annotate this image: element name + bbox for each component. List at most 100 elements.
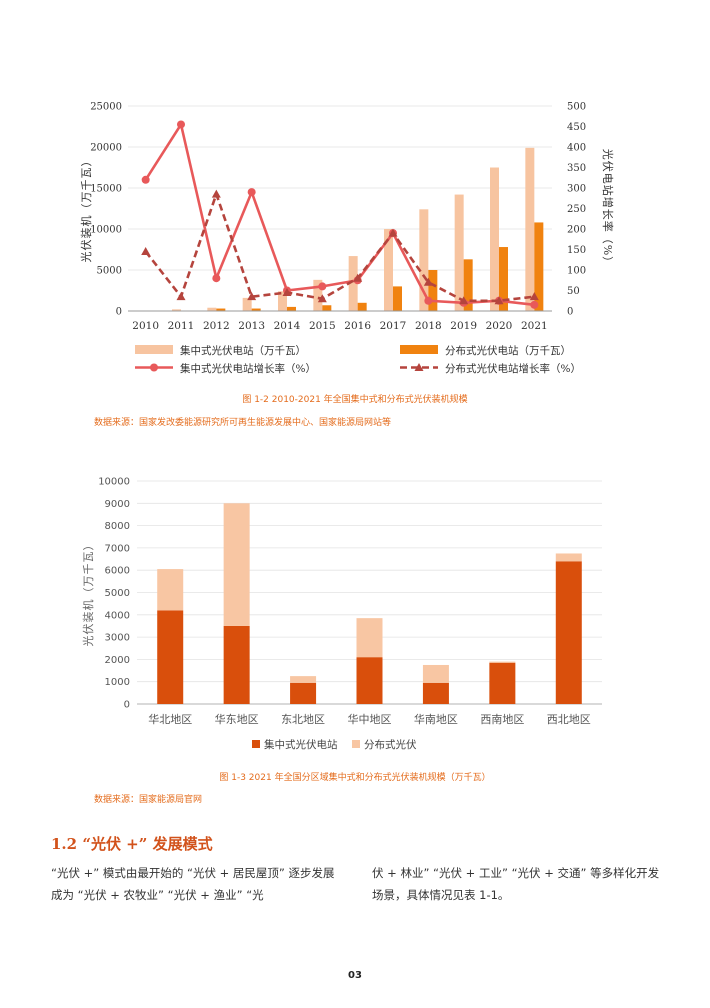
bar (419, 209, 429, 311)
bar-segment (489, 662, 516, 704)
bar (454, 194, 464, 311)
y-tick-label: 10000 (98, 477, 130, 488)
x-tick-label: 2012 (203, 320, 230, 332)
legend-label: 集中式光伏电站（万千瓦） (180, 344, 306, 357)
y-tick-label: 10000 (90, 225, 122, 236)
y2-tick-label: 0 (567, 307, 573, 318)
series-line (144, 192, 535, 303)
bar (216, 308, 226, 311)
section-text-col1: “光伏 +” 模式由最开始的 “光伏 + 居民屋顶” 逐步发展成为 “光伏 + … (51, 866, 335, 902)
y2-tick-label: 200 (567, 225, 586, 236)
y2-axis-label: 光伏电站增长率（%） (601, 149, 615, 268)
y2-tick-label: 250 (567, 204, 586, 215)
x-tick-label: 西南地区 (480, 713, 524, 726)
data-point (317, 294, 327, 303)
x-tick-label: 西北地区 (547, 713, 591, 726)
x-tick-label: 2021 (521, 320, 548, 332)
data-point (141, 247, 151, 256)
y-tick-label: 0 (116, 307, 122, 318)
data-point (176, 292, 186, 301)
x-tick-label: 华东地区 (215, 712, 259, 726)
y2-tick-label: 100 (567, 266, 586, 277)
y-tick-label: 3000 (105, 633, 130, 644)
bar-segment (555, 561, 582, 704)
data-point (494, 296, 504, 305)
y-tick-label: 20000 (90, 143, 122, 154)
chart1-axes: 0 5000 10000 15000 20000 25000 0 50 100 150 200 250… (79, 102, 615, 333)
bar (490, 167, 499, 311)
x-tick-label: 东北地区 (281, 713, 325, 726)
section-heading: 1.2 “光伏 +” 发展模式 (51, 835, 213, 853)
y-axis-label: 光伏装机（万千瓦） (79, 155, 93, 263)
y-tick-label: 5000 (105, 588, 130, 599)
bar-segment (356, 657, 383, 704)
x-tick-label: 2020 (486, 320, 513, 332)
x-tick-label: 2010 (132, 320, 159, 332)
y2-tick-label: 450 (567, 122, 586, 133)
series-line (144, 123, 535, 307)
legend-label: 集中式光伏电站增长率（%） (180, 362, 316, 375)
chart1-caption: 图 1-2 2010-2021 年全国集中式和分布式光伏装机规模 (242, 395, 468, 405)
bar-segment (422, 682, 449, 704)
bar (322, 305, 332, 311)
bar (499, 247, 508, 311)
x-tick-label: 华南地区 (414, 712, 458, 726)
legend-swatch (252, 740, 260, 748)
data-point (459, 296, 469, 305)
y-axis-label: 光伏装机（万千瓦） (81, 539, 95, 647)
chart2-legend: 集中式光伏电站 分布式光伏 (252, 738, 417, 751)
chart2-caption: 图 1-3 2021 年全国分区域集中式和分布式光伏装机规模（万千瓦） (219, 773, 491, 783)
chart1-lines (141, 120, 539, 309)
data-point (424, 296, 433, 305)
bar (357, 302, 367, 311)
bar (278, 291, 287, 311)
y2-tick-label: 400 (567, 143, 586, 154)
data-point (141, 175, 150, 184)
legend-label: 分布式光伏 (364, 738, 417, 751)
section-text-col2: 伏 + 林业” “光伏 + 工业” “光伏 + 交通” 等多样化开发场景，具体情… (372, 866, 660, 902)
y-tick-label: 25000 (90, 102, 122, 113)
legend-marker (414, 363, 424, 371)
bar-segment (290, 682, 317, 704)
chart1-bars (136, 147, 544, 311)
data-point (318, 282, 327, 291)
chart2-source: 数据来源：国家能源局官网 (94, 795, 203, 805)
y-tick-label: 0 (124, 700, 130, 711)
bar-segment (555, 553, 582, 562)
y-tick-label: 4000 (105, 610, 130, 621)
y-tick-label: 8000 (105, 521, 130, 532)
legend-swatch (352, 740, 360, 748)
chart1-gridlines (128, 105, 552, 312)
y-tick-label: 5000 (97, 266, 122, 277)
y2-tick-label: 300 (567, 184, 586, 195)
y2-tick-label: 350 (567, 163, 586, 174)
bar (525, 147, 535, 311)
data-point (211, 189, 221, 198)
chart1-source: 数据来源：国家发改委能源研究所可再生能源发展中心、国家能源局网站等 (94, 418, 392, 428)
bar-segment (422, 664, 449, 683)
bar-segment (223, 503, 250, 626)
bar (534, 222, 544, 311)
legend-label: 集中式光伏电站 (264, 738, 338, 751)
legend-label: 分布式光伏电站（万千瓦） (445, 344, 571, 357)
bar (287, 306, 296, 311)
bar (251, 308, 261, 311)
data-point (530, 300, 539, 309)
bar-segment (356, 618, 383, 658)
legend-label: 分布式光伏电站增长率（%） (445, 362, 581, 375)
y-tick-label: 15000 (90, 184, 122, 195)
x-tick-label: 2016 (344, 320, 371, 332)
bar (348, 256, 358, 311)
x-tick-label: 2014 (274, 320, 301, 332)
bar (242, 297, 252, 311)
bar-segment (489, 661, 516, 663)
bar-segment (290, 676, 317, 683)
data-point (212, 274, 221, 283)
x-tick-label: 华北地区 (148, 712, 192, 726)
data-point (247, 188, 256, 197)
x-tick-label: 2018 (415, 320, 442, 332)
data-point (353, 273, 363, 282)
legend-swatch (135, 345, 173, 354)
chart-2: 0 1000 2000 3000 4000 5000 6000 7000 8000 9000 100… (81, 477, 602, 751)
bar (393, 286, 402, 311)
